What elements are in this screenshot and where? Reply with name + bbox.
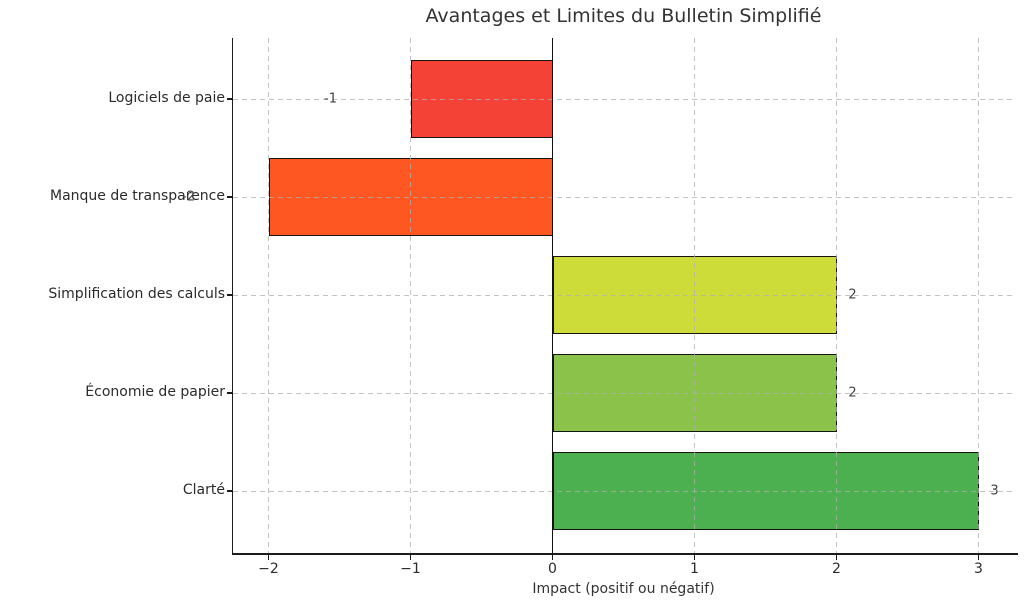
x-tick-mark xyxy=(693,555,696,560)
category-label: Simplification des calculs xyxy=(48,286,225,302)
gridline-horizontal xyxy=(233,196,1014,198)
x-tick-label: 3 xyxy=(974,561,983,577)
value-label: 2 xyxy=(848,287,857,303)
x-tick-mark xyxy=(551,555,554,560)
value-label: -2 xyxy=(182,189,195,205)
y-tick-mark xyxy=(227,98,233,100)
y-tick-mark xyxy=(227,294,233,296)
x-tick-mark xyxy=(409,555,412,560)
x-tick-mark xyxy=(977,555,980,560)
x-axis-spine xyxy=(231,553,1018,555)
category-label: Clarté xyxy=(182,482,225,498)
x-tick-mark xyxy=(835,555,838,560)
x-tick-mark xyxy=(267,555,270,560)
chart-title: Avantages et Limites du Bulletin Simplif… xyxy=(425,5,822,27)
x-tick-label: 1 xyxy=(690,561,699,577)
value-label: -1 xyxy=(324,91,337,107)
gridline-horizontal xyxy=(233,98,1014,100)
x-axis-label: Impact (positif ou négatif) xyxy=(532,581,715,597)
gridline-horizontal xyxy=(233,294,1014,296)
category-label: Logiciels de paie xyxy=(108,90,225,106)
y-tick-mark xyxy=(227,392,233,394)
gridline-vertical xyxy=(694,38,695,553)
x-tick-label: 2 xyxy=(832,561,841,577)
zero-line xyxy=(551,38,554,553)
y-tick-mark xyxy=(227,490,233,492)
x-tick-label: −1 xyxy=(400,561,421,577)
gridline-vertical xyxy=(836,38,837,553)
gridline-horizontal xyxy=(233,392,1014,394)
y-tick-mark xyxy=(227,196,233,198)
plot-area: -1 -2 2 2 3 xyxy=(182,38,1014,553)
gridline-horizontal xyxy=(233,490,1014,492)
value-label: 3 xyxy=(990,483,999,499)
gridline-vertical xyxy=(268,38,269,553)
category-label: Économie de papier xyxy=(85,384,225,400)
gridline-vertical xyxy=(978,38,979,553)
value-label: 2 xyxy=(848,385,857,401)
x-tick-label: 0 xyxy=(548,561,557,577)
gridline-vertical xyxy=(410,38,411,553)
category-label: Manque de transparence xyxy=(49,188,225,204)
x-tick-label: −2 xyxy=(258,561,279,577)
